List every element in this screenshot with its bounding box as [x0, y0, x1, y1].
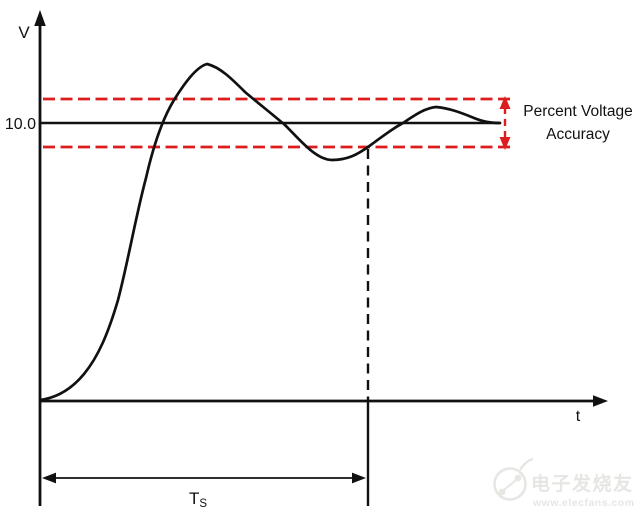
watermark-url: www.elecfans.com: [532, 497, 635, 509]
accuracy-label-line1: Percent Voltage: [523, 103, 632, 120]
y-axis-arrow-icon: [34, 10, 46, 26]
settled-value-label: 10.0: [5, 116, 36, 133]
accuracy-label-line2: Accuracy: [546, 126, 610, 143]
y-axis-label: V: [18, 23, 30, 42]
ts-label: TS: [189, 489, 207, 510]
watermark-logo-node-icon: [498, 488, 506, 496]
watermark: 电子发烧友 www.elecfans.com: [493, 457, 635, 509]
watermark-logo-tail-icon: [519, 457, 534, 471]
ts-label-main: T: [189, 489, 199, 508]
ts-arrow-left-icon: [42, 472, 56, 484]
watermark-logo-icon: [493, 467, 527, 501]
response-curve: [38, 62, 502, 402]
ts-arrow-right-icon: [352, 472, 366, 484]
watermark-logo-node-icon: [514, 474, 522, 482]
watermark-brand: 电子发烧友: [531, 472, 634, 495]
watermark-logo-trace-icon: [503, 479, 517, 491]
accuracy-arrow-down-icon: [499, 137, 511, 150]
accuracy-arrow-up-icon: [499, 96, 511, 109]
ts-label-sub: S: [199, 498, 207, 510]
x-axis-label: t: [576, 408, 581, 425]
x-axis-arrow-icon: [593, 395, 608, 407]
